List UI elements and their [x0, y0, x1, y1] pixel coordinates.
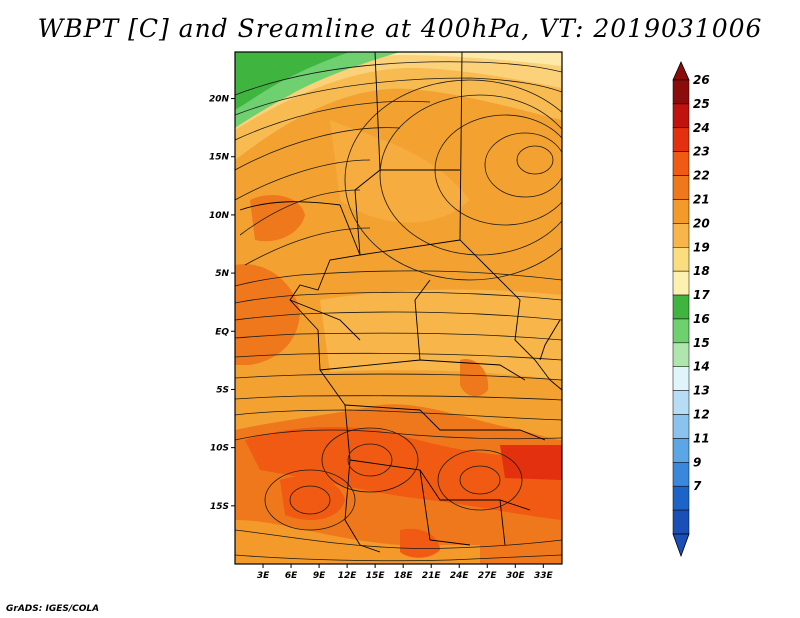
lon-tick-label: 9E — [313, 571, 326, 581]
colorbar-swatch — [672, 127, 690, 152]
colorbar-swatch — [672, 414, 690, 439]
colorbar-swatch — [672, 79, 690, 105]
colorbar-label: 20 — [693, 216, 710, 230]
colorbar-swatch — [672, 175, 690, 200]
colorbar-label: 9 — [693, 455, 701, 469]
colorbar-swatch — [672, 366, 690, 391]
lon-tick-label: 6E — [285, 571, 298, 581]
colorbar-swatch — [672, 270, 690, 296]
wbpt-shading — [235, 52, 562, 564]
chart-title: WBPT [C] and Sreamline at 400hPa, VT: 20… — [37, 14, 763, 43]
lon-tick-label: 33E — [534, 571, 554, 581]
colorbar-label: 14 — [693, 360, 710, 374]
colorbar-label: 16 — [693, 312, 710, 326]
lon-tick-label: 30E — [506, 571, 526, 581]
lon-tick-label: 15E — [366, 571, 386, 581]
colorbar-label: 15 — [693, 336, 710, 350]
lon-tick-label: 21E — [422, 571, 442, 581]
lon-tick-label: 18E — [394, 571, 414, 581]
lat-tick-label: 20N — [209, 95, 230, 105]
colorbar-label: 26 — [693, 73, 710, 87]
colorbar-swatch — [672, 438, 690, 463]
lat-tick-label: EQ — [215, 327, 229, 337]
lat-tick-label: 5S — [216, 385, 229, 395]
longitude-axis: 3E 6E 9E 12E 15E 18E 21E 24E 27E 30E 33E — [257, 564, 554, 581]
colorbar-swatch — [672, 462, 690, 487]
colorbar-label: 18 — [693, 264, 710, 278]
colorbar-label: 24 — [693, 121, 710, 135]
lat-tick-label: 5N — [215, 269, 229, 279]
colorbar-label: 17 — [693, 288, 710, 302]
lon-tick-label: 24E — [450, 571, 470, 581]
colorbar-swatch — [672, 223, 690, 248]
colorbar-bottom-arrow — [672, 533, 690, 558]
colorbar-label: 7 — [693, 479, 702, 493]
colorbar-top-arrow — [672, 61, 690, 81]
colorbar-swatch — [672, 342, 690, 367]
colorbar-label: 23 — [693, 145, 710, 159]
lon-tick-label: 12E — [338, 571, 358, 581]
colorbar-swatch — [672, 318, 690, 344]
latitude-axis: 20N 15N 10N 5N EQ 5S 10S 15S — [209, 95, 235, 512]
colorbar-swatch — [672, 485, 690, 511]
colorbar-swatch — [672, 509, 690, 535]
colorbar-label: 19 — [693, 240, 710, 254]
colorbar-swatch — [672, 247, 690, 272]
colorbar-label: 11 — [693, 431, 710, 445]
lat-tick-label: 15N — [209, 153, 230, 163]
map-frame — [234, 51, 563, 565]
colorbar-swatch — [672, 103, 690, 129]
country-borders — [239, 52, 562, 553]
colorbar-label: 12 — [693, 408, 710, 422]
lat-tick-label: 15S — [210, 502, 229, 512]
colorbar: 26 25 24 23 22 21 20 19 18 17 16 15 14 13 12 11 9 7 — [672, 61, 710, 558]
streamlines — [235, 61, 562, 562]
colorbar-label: 22 — [693, 169, 710, 183]
colorbar-swatch — [672, 294, 690, 320]
colorbar-label: 21 — [693, 192, 710, 206]
colorbar-swatch — [672, 199, 690, 224]
footer-credit: GrADS: IGES/COLA — [6, 604, 100, 614]
lon-tick-label: 3E — [257, 571, 270, 581]
lat-tick-label: 10N — [209, 211, 230, 221]
lat-tick-label: 10S — [210, 444, 229, 454]
colorbar-swatch — [672, 151, 690, 176]
colorbar-swatch — [672, 390, 690, 415]
lon-tick-label: 27E — [478, 571, 498, 581]
colorbar-label: 25 — [693, 97, 710, 111]
colorbar-label: 13 — [693, 384, 710, 398]
